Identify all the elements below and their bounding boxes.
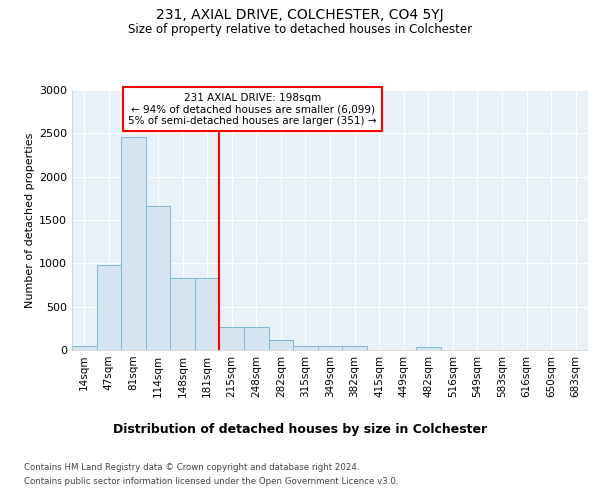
Bar bbox=[269, 340, 293, 350]
Bar bbox=[342, 346, 367, 350]
Text: Contains HM Land Registry data © Crown copyright and database right 2024.: Contains HM Land Registry data © Crown c… bbox=[24, 462, 359, 471]
Bar bbox=[244, 326, 269, 350]
Bar bbox=[97, 265, 121, 350]
Bar bbox=[195, 278, 220, 350]
Bar bbox=[416, 348, 440, 350]
Bar bbox=[146, 206, 170, 350]
Bar bbox=[318, 346, 342, 350]
Bar bbox=[220, 326, 244, 350]
Bar bbox=[170, 278, 195, 350]
Text: Contains public sector information licensed under the Open Government Licence v3: Contains public sector information licen… bbox=[24, 478, 398, 486]
Y-axis label: Number of detached properties: Number of detached properties bbox=[25, 132, 35, 308]
Bar bbox=[121, 137, 146, 350]
Text: 231, AXIAL DRIVE, COLCHESTER, CO4 5YJ: 231, AXIAL DRIVE, COLCHESTER, CO4 5YJ bbox=[156, 8, 444, 22]
Text: Size of property relative to detached houses in Colchester: Size of property relative to detached ho… bbox=[128, 22, 472, 36]
Text: Distribution of detached houses by size in Colchester: Distribution of detached houses by size … bbox=[113, 422, 487, 436]
Text: 231 AXIAL DRIVE: 198sqm
← 94% of detached houses are smaller (6,099)
5% of semi-: 231 AXIAL DRIVE: 198sqm ← 94% of detache… bbox=[128, 92, 377, 126]
Bar bbox=[293, 346, 318, 350]
Bar bbox=[72, 346, 97, 350]
